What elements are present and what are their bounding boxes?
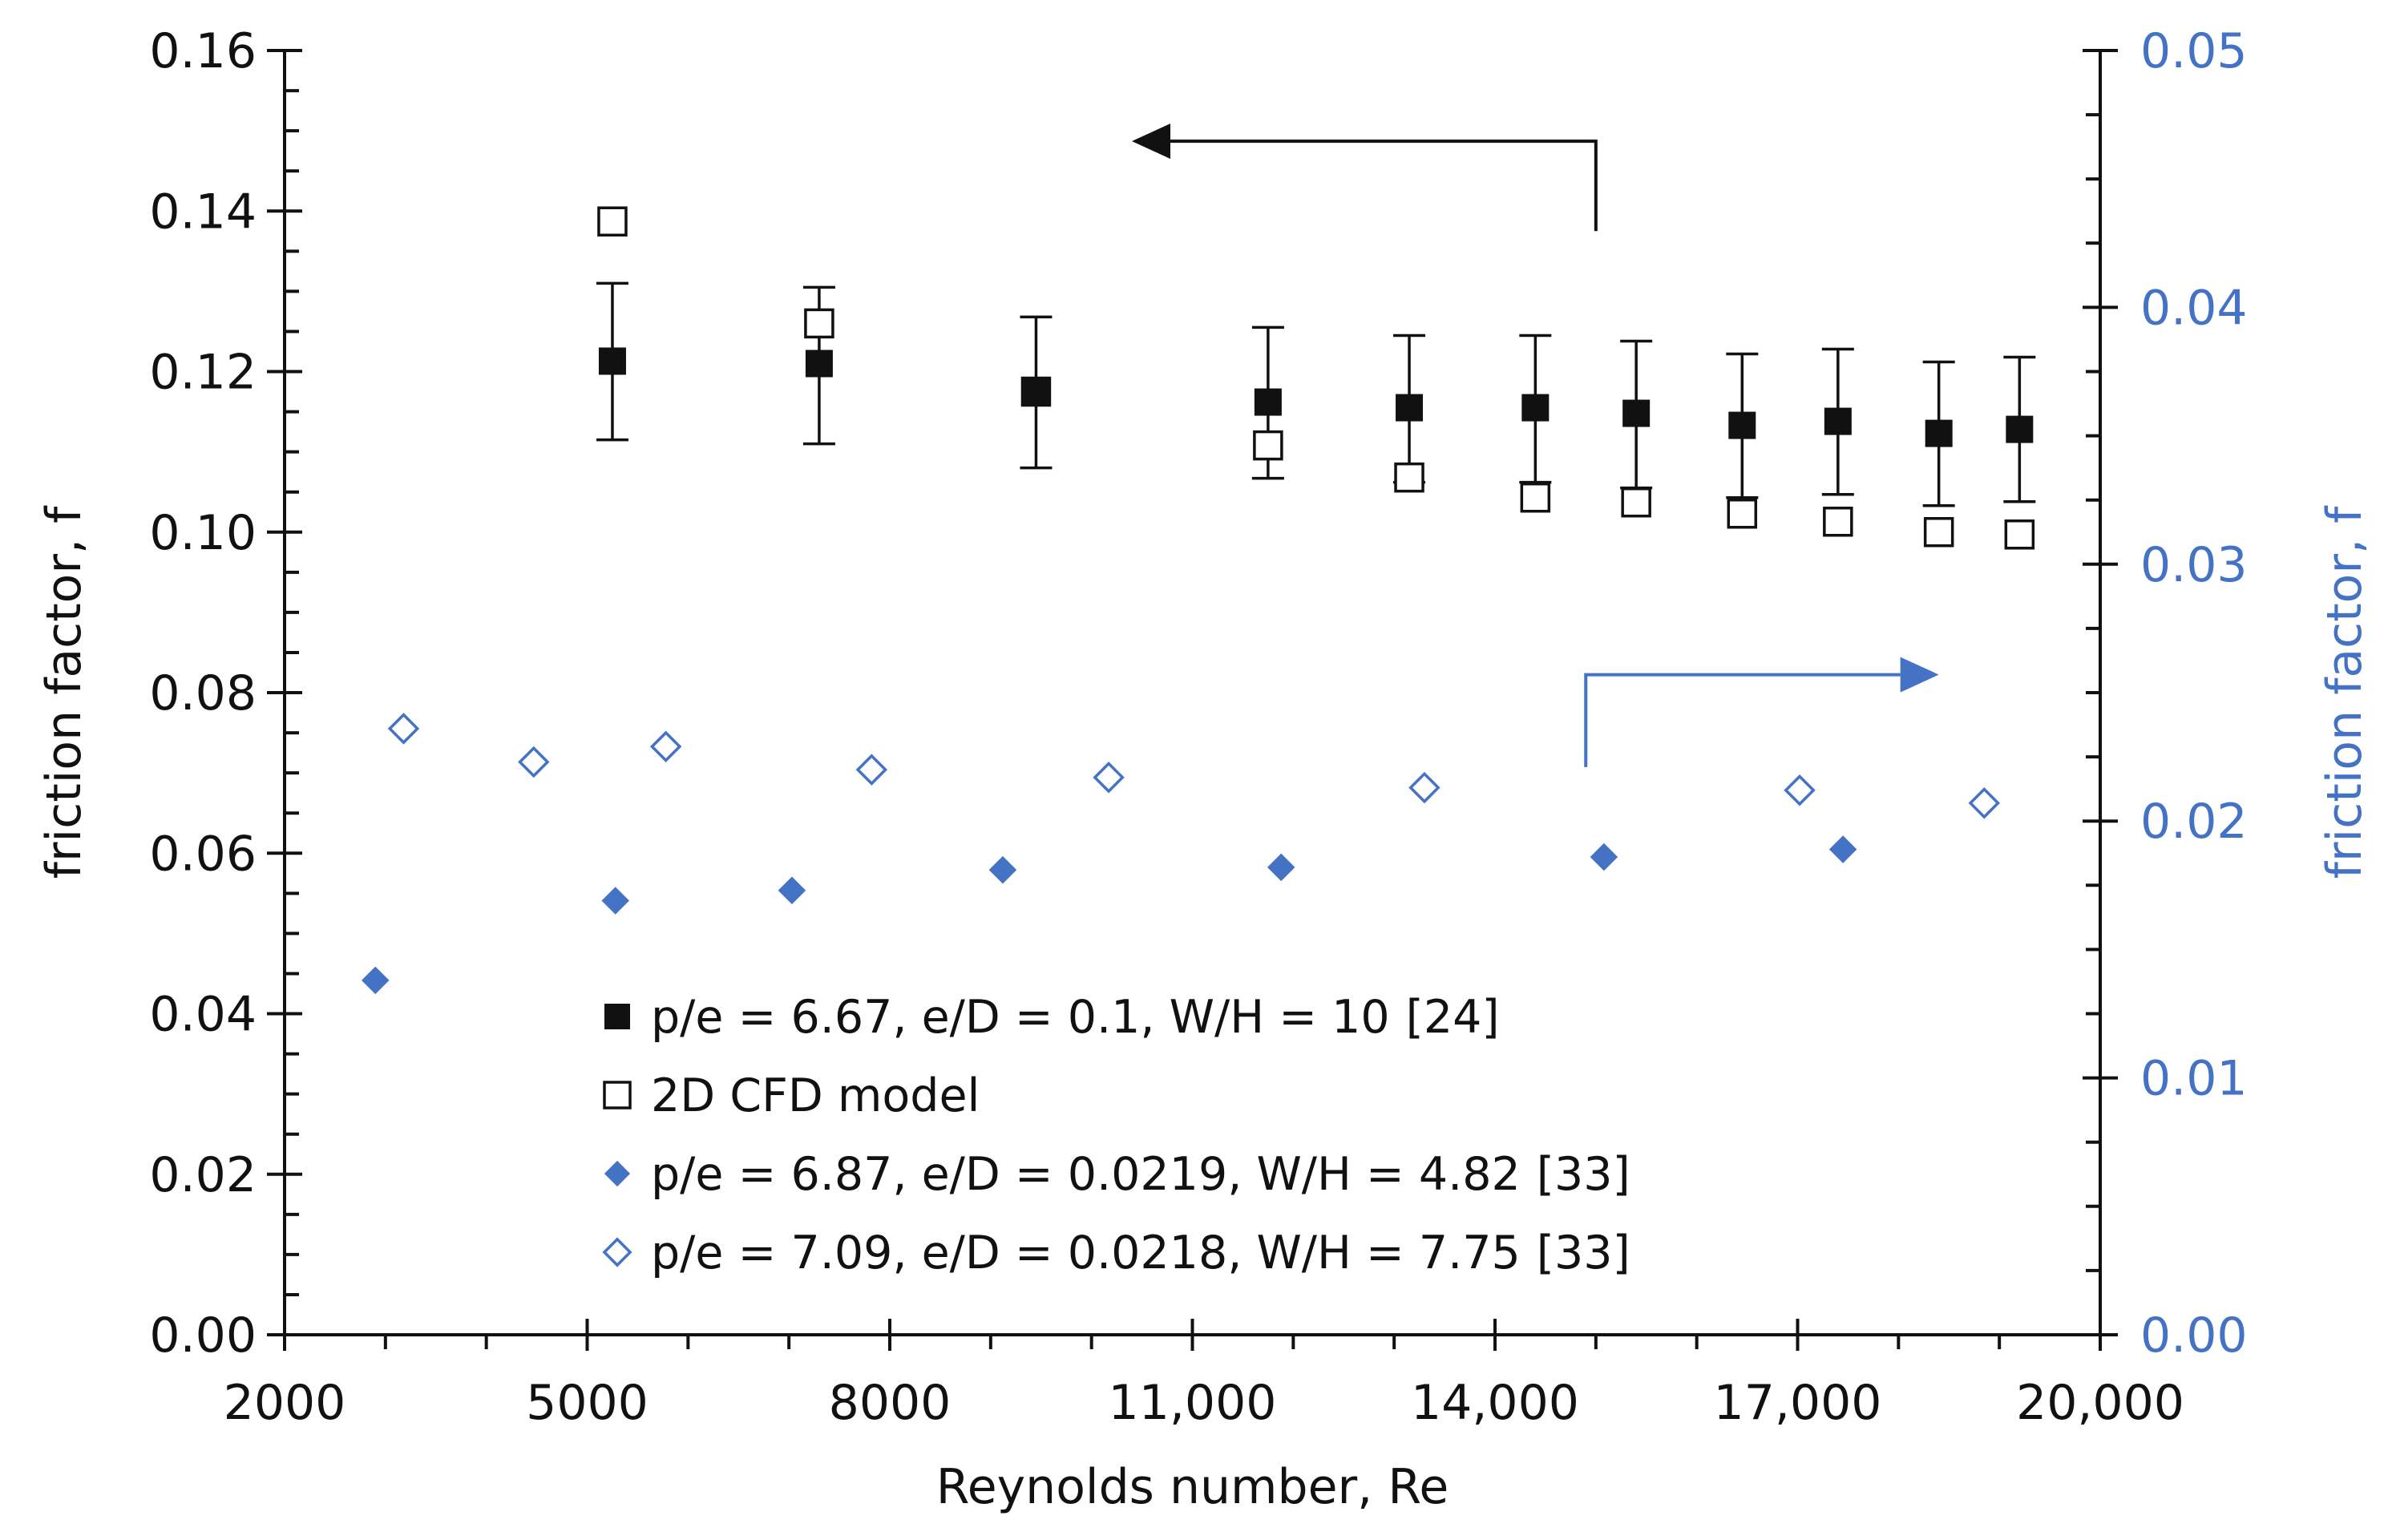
x-axis-title: Reynolds number, Re xyxy=(936,1459,1449,1515)
y-tick-label: 0.08 xyxy=(149,665,257,721)
data-point-open-diamond xyxy=(518,746,550,778)
data-point-filled-diamond xyxy=(601,887,629,915)
x-tick-label: 5000 xyxy=(526,1375,649,1431)
data-point-filled-diamond xyxy=(1267,853,1295,882)
data-point-filled-square xyxy=(598,347,626,375)
data-point-filled-square xyxy=(1622,399,1651,427)
x-tick-label: 11,000 xyxy=(1109,1375,1277,1431)
data-point-open-square xyxy=(804,308,834,339)
y2-tick-label: 0.01 xyxy=(2140,1051,2248,1107)
y2-tick-label: 0.02 xyxy=(2140,794,2248,850)
axis-ticks xyxy=(267,49,2118,1351)
y-axis-title: friction factor, f xyxy=(36,505,92,879)
data-point-filled-square xyxy=(1925,419,1953,447)
data-point-filled-square xyxy=(604,1004,630,1029)
data-point-open-diamond xyxy=(649,730,682,763)
x-tick-label: 17,000 xyxy=(1714,1375,1882,1431)
arrow-shaft xyxy=(1170,139,1598,232)
plot-frame xyxy=(283,51,2102,1336)
series-0 xyxy=(598,347,2034,447)
legend-label: 2D CFD model xyxy=(651,1069,980,1122)
y-tick-label: 0.16 xyxy=(149,23,257,79)
data-point-filled-diamond xyxy=(362,966,390,995)
data-point-filled-square xyxy=(2006,415,2034,443)
data-point-filled-square xyxy=(1396,394,1424,422)
data-point-filled-square xyxy=(1254,388,1282,416)
arrow-shaft xyxy=(1584,673,1901,767)
legend-label: p/e = 6.67, e/D = 0.1, W/H = 10 [24] xyxy=(651,991,1500,1044)
arrow-head xyxy=(1132,123,1170,160)
data-point-open-diamond xyxy=(602,1237,632,1267)
legend-label: p/e = 7.09, e/D = 0.0218, W/H = 7.75 [33] xyxy=(651,1227,1630,1279)
legend-item: p/e = 6.87, e/D = 0.0219, W/H = 4.82 [33] xyxy=(604,1148,1630,1201)
data-point-open-diamond xyxy=(1784,774,1816,806)
y-tick-label: 0.12 xyxy=(149,345,257,401)
data-point-filled-square xyxy=(1824,407,1852,435)
data-point-open-diamond xyxy=(855,754,888,786)
y-tick-label: 0.14 xyxy=(149,184,257,240)
y-tick-label: 0.02 xyxy=(149,1147,257,1203)
legend-label: p/e = 6.87, e/D = 0.0219, W/H = 4.82 [33] xyxy=(651,1148,1630,1201)
legend-item: 2D CFD model xyxy=(603,1069,980,1122)
data-point-open-square xyxy=(1621,487,1651,518)
data-point-open-square xyxy=(597,206,628,237)
data-point-open-square xyxy=(1520,482,1551,513)
data-point-filled-square xyxy=(1728,411,1756,439)
x-tick-label: 14,000 xyxy=(1411,1375,1579,1431)
data-point-open-diamond xyxy=(1408,771,1440,804)
legend-item: p/e = 7.09, e/D = 0.0218, W/H = 7.75 [33] xyxy=(602,1227,1630,1279)
series-3 xyxy=(387,713,2001,819)
series-2 xyxy=(362,835,1857,995)
data-point-filled-diamond xyxy=(988,855,1017,884)
y2-tick-label: 0.05 xyxy=(2140,23,2248,79)
arrow-annotations xyxy=(1132,123,1939,767)
data-point-open-diamond xyxy=(387,713,420,745)
data-point-filled-diamond xyxy=(604,1160,631,1187)
legend-ref: [33] xyxy=(1537,1148,1630,1201)
x-tick-label: 8000 xyxy=(829,1375,952,1431)
legend-ref: [33] xyxy=(1537,1227,1630,1279)
axis-tick-labels: 2000 5000 8000 11,000 14,000 17,000 20,000 0.00… xyxy=(149,23,2247,1431)
legend-ref: [24] xyxy=(1406,991,1500,1044)
y-tick-label: 0.00 xyxy=(149,1308,257,1364)
series-1 xyxy=(597,206,2035,550)
data-point-open-square xyxy=(1727,498,1758,529)
data-point-open-square xyxy=(1923,517,1954,548)
x-tick-label: 20,000 xyxy=(2016,1375,2184,1431)
y-tick-label: 0.10 xyxy=(149,505,257,561)
y-tick-label: 0.06 xyxy=(149,826,257,882)
data-point-open-square xyxy=(1823,506,1853,537)
y2-tick-label: 0.00 xyxy=(2140,1308,2248,1364)
data-point-filled-diamond xyxy=(1590,843,1618,871)
data-point-filled-square xyxy=(805,350,833,378)
data-point-filled-square xyxy=(1022,378,1050,406)
y-tick-label: 0.04 xyxy=(149,987,257,1043)
y2-tick-label: 0.04 xyxy=(2140,280,2248,336)
data-point-open-diamond xyxy=(1968,787,2001,819)
data-point-open-square xyxy=(603,1081,632,1110)
data-point-open-square xyxy=(2004,519,2035,550)
data-point-filled-diamond xyxy=(778,876,806,904)
data-point-open-square xyxy=(1253,430,1283,461)
data-point-open-diamond xyxy=(1093,762,1125,794)
data-point-open-square xyxy=(1394,462,1424,493)
data-markers xyxy=(362,206,2036,995)
legend-item: p/e = 6.67, e/D = 0.1, W/H = 10 [24] xyxy=(604,991,1500,1044)
data-point-filled-square xyxy=(1521,394,1550,422)
x-tick-label: 2000 xyxy=(224,1375,346,1431)
y2-axis-title: friction factor, f xyxy=(2317,505,2373,879)
legend: p/e = 6.67, e/D = 0.1, W/H = 10 [24] 2D CF… xyxy=(602,991,1630,1279)
arrow-head xyxy=(1900,657,1939,693)
data-point-filled-diamond xyxy=(1828,835,1857,863)
y2-tick-label: 0.03 xyxy=(2140,537,2248,593)
